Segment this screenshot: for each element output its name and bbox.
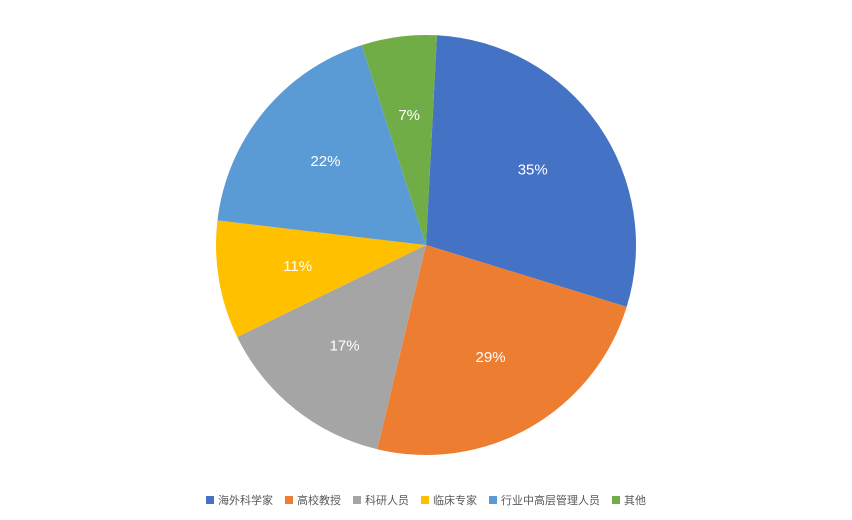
legend-item: 高校教授 [285, 492, 341, 508]
legend-swatch [421, 496, 429, 504]
legend-item: 行业中高层管理人员 [489, 492, 600, 508]
legend-label: 海外科学家 [218, 495, 273, 507]
legend-label: 科研人员 [365, 495, 409, 507]
legend-label: 临床专家 [433, 495, 477, 507]
pie-chart-container: 35% 29% 17% 11% 22% 7% 海外科学家 高校教授 科研人员 临床专家 行业中高层… [0, 0, 852, 520]
pie-slice-label: 35% [518, 161, 548, 178]
legend-swatch [285, 496, 293, 504]
legend-swatch [206, 496, 214, 504]
pie-slice-label: 17% [330, 338, 360, 355]
legend-label: 行业中高层管理人员 [501, 495, 600, 507]
pie-slice-label: 7% [398, 107, 420, 124]
pie-slice-label: 22% [310, 153, 340, 170]
pie-chart: 35% 29% 17% 11% 22% 7% [0, 0, 852, 520]
legend-item: 临床专家 [421, 492, 477, 508]
pie-slice-label: 11% [283, 258, 312, 275]
legend-swatch [489, 496, 497, 504]
legend-item: 海外科学家 [206, 492, 273, 508]
legend-label: 高校教授 [297, 495, 341, 507]
pie-slice-label: 29% [476, 349, 506, 366]
legend-item: 其他 [612, 492, 646, 508]
legend-swatch [612, 496, 620, 504]
legend-swatch [353, 496, 361, 504]
legend-label: 其他 [624, 495, 646, 507]
legend: 海外科学家 高校教授 科研人员 临床专家 行业中高层管理人员 其他 [0, 492, 852, 508]
legend-item: 科研人员 [353, 492, 409, 508]
